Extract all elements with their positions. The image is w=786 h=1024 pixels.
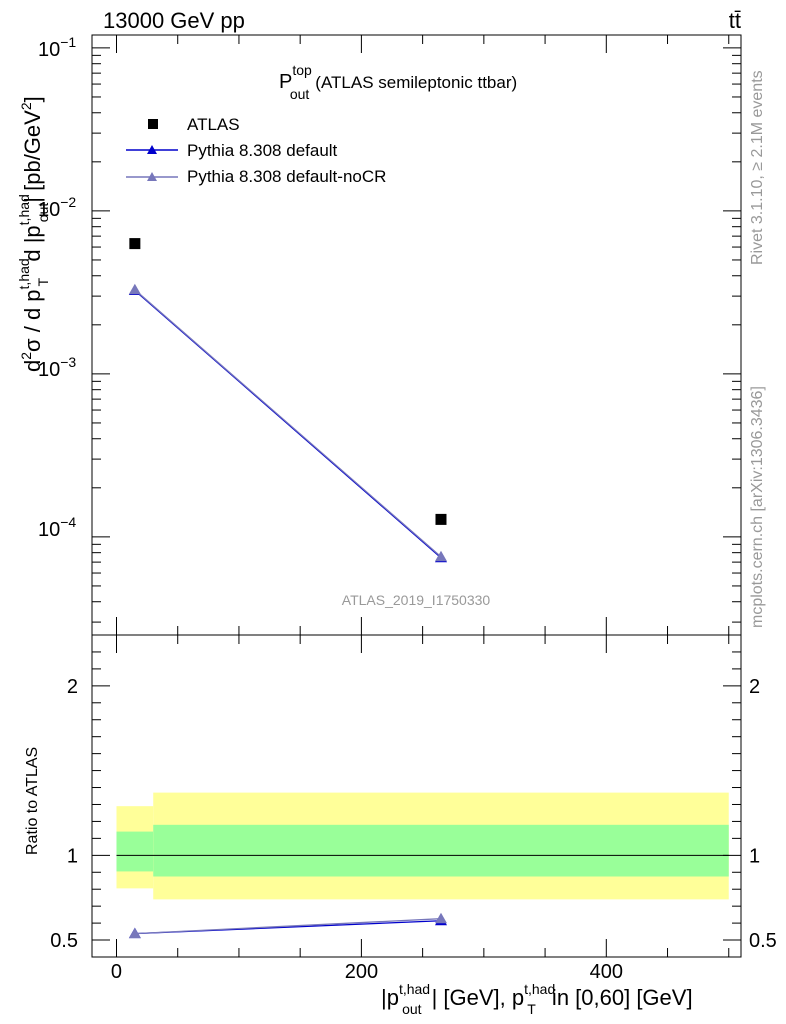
legend-label-atlas: ATLAS (187, 115, 240, 134)
ratio-bands (116, 792, 729, 900)
mcplots-label: mcplots.cern.ch [arXiv:1306.3436] (749, 386, 766, 628)
ratio-ytick-label: 0.5 (50, 930, 78, 952)
main-data-point (128, 283, 141, 295)
ytick-label-1e-3: 10−3 (38, 354, 76, 381)
main-ytick-labels: 10−1 10−2 10−3 10−4 (38, 34, 76, 541)
legend: ATLAS Pythia 8.308 default Pythia 8.308 … (126, 115, 386, 186)
legend-marker-nocr (147, 172, 157, 181)
legend-marker-default (147, 145, 157, 154)
main-data-point (129, 238, 141, 250)
ytick-label-1e-1: 10−1 (38, 34, 76, 61)
main-series-line (134, 289, 442, 558)
ratio-plot-frame (91, 634, 742, 958)
ratio-ytick-label: 1 (67, 845, 78, 867)
main-title: Ptop out(ATLAS semileptonic ttbar) (279, 62, 517, 102)
legend-marker-atlas (148, 119, 158, 129)
main-marks (128, 238, 447, 563)
main-panel: 10−1 10−2 10−3 10−4 d2σ / d pt,had T d |p… (16, 34, 742, 636)
ratio-xlabel: |pt,had out | [GeV], pt,had T in [0,60] [Ge… (381, 981, 693, 1017)
legend-label-default: Pythia 8.308 default (187, 141, 338, 160)
ratio-data-point (434, 912, 447, 924)
ratio-band-inner (116, 831, 154, 872)
rivet-label: Rivet 3.1.10, ≥ 2.1M events (749, 70, 766, 265)
ratio-band-inner (153, 824, 729, 877)
ytick-label-1e-2: 10−2 (38, 194, 76, 221)
process-label: tt̄ (729, 8, 741, 33)
ratio-panel: 0.5 0.5 1 1 2 2 0 200 400 Ratio to ATLAS |pt,ha… (24, 634, 777, 1017)
legend-label-nocr: Pythia 8.308 default-noCR (187, 167, 386, 186)
main-ticks (92, 35, 741, 635)
ytick-label-1e-4: 10−4 (38, 514, 76, 541)
ratio-marks (128, 912, 447, 939)
ratio-ytick-label: 2 (67, 676, 78, 698)
ratio-data-point (128, 927, 141, 939)
ratio-xtick-labels: 0 200 400 (111, 961, 623, 983)
ratio-xtick-label: 200 (345, 961, 378, 983)
ratio-ytick-label: 0.5 (749, 930, 777, 952)
main-data-point (435, 513, 447, 525)
energy-label: 13000 GeV pp (103, 8, 245, 33)
ratio-ytick-label: 2 (749, 676, 760, 698)
ratio-ticks (92, 634, 741, 958)
analysis-id: ATLAS_2019_I1750330 (342, 592, 491, 608)
ratio-ytick-label: 1 (749, 845, 760, 867)
ratio-xtick-label: 0 (111, 961, 122, 983)
ratio-ylabel: Ratio to ATLAS (24, 747, 41, 855)
main-ylabel: d2σ / d pt,had T d |pt,had out| [pb/GeV2] (16, 96, 51, 372)
ratio-xtick-label: 400 (590, 961, 623, 983)
ratio-series-line (134, 918, 442, 935)
main-data-point (434, 550, 447, 562)
ratio-ytick-labels: 0.5 0.5 1 1 2 2 (50, 676, 777, 952)
